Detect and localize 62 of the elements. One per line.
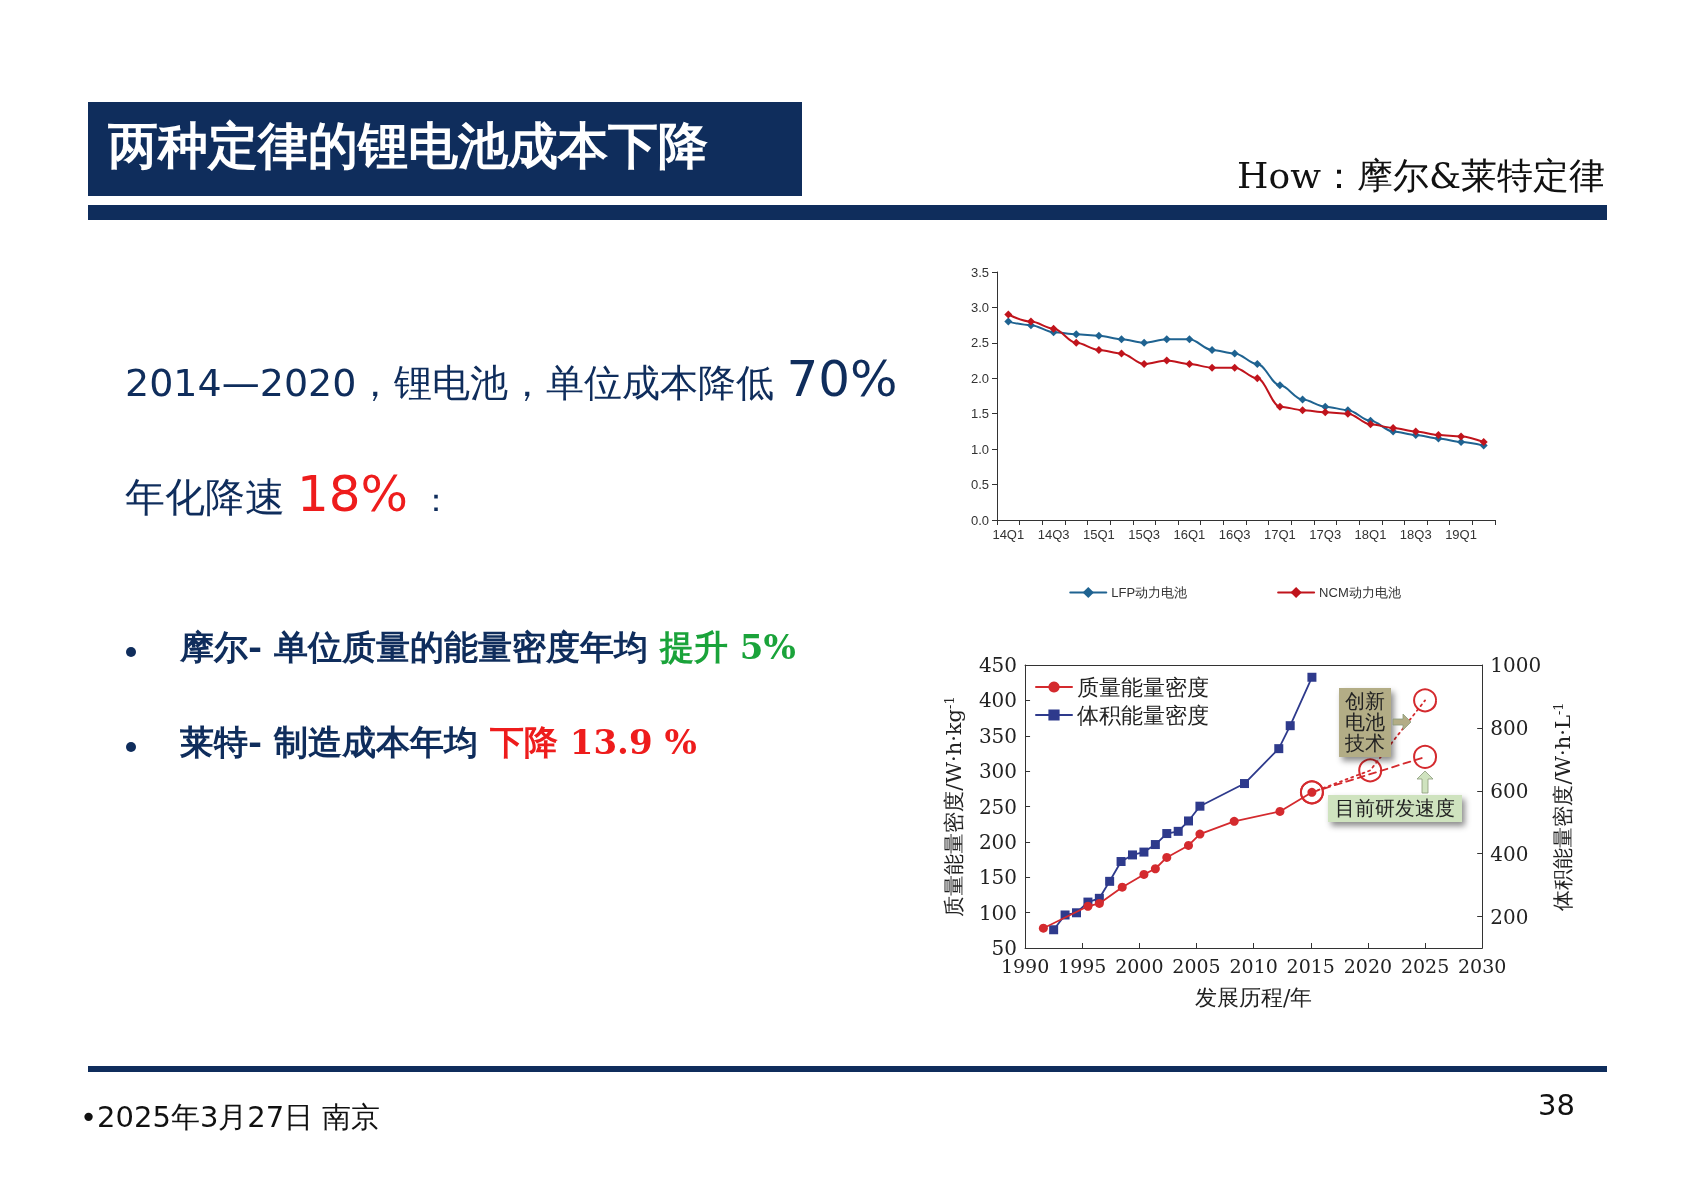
text: How：摩尔&莱特定律 (1237, 154, 1605, 198)
x-tick-label: 14Q3 (1037, 527, 1070, 542)
x-tick-label: 1995 (1058, 954, 1107, 977)
x-tick-label: 16Q3 (1218, 527, 1251, 542)
y2-tick-label: 1000 (1490, 653, 1542, 677)
text: 莱特- 制造成本年均 (180, 721, 478, 764)
y-tick-label: 100 (978, 900, 1018, 925)
y-tick-label: 150 (978, 865, 1018, 890)
y-tick-label: 3.5 (970, 264, 989, 280)
y-tick-label: 450 (978, 653, 1018, 677)
legend-label: NCM动力电池 (1319, 585, 1401, 600)
x-tick-label: 19Q1 (1445, 527, 1477, 542)
y2-axis-title: 体积能量密度/W·h·L-1 (1550, 702, 1575, 911)
x-tick-label: 15Q1 (1082, 527, 1115, 542)
y-tick-label: 250 (978, 794, 1018, 819)
x-tick-label: 2015 (1286, 954, 1335, 977)
legend-label: 体积能量密度 (1077, 702, 1209, 728)
text: 18% (297, 465, 409, 523)
annotation: 创新电池技术 (1339, 687, 1392, 757)
y-tick-label: 2.0 (970, 370, 989, 386)
y-tick-label: 2.5 (970, 335, 989, 351)
x-tick-label: 16Q1 (1173, 527, 1206, 542)
y-tick-label: 1.5 (970, 406, 989, 422)
x-tick-label: 2025 (1400, 954, 1450, 977)
x-tick-label: 17Q1 (1264, 527, 1296, 542)
text: 两种定律的锂电池成本下降 (108, 116, 708, 177)
text: 38 (1538, 1088, 1575, 1122)
y-tick-label: 1.0 (970, 441, 989, 457)
x-tick-label: 2010 (1229, 954, 1278, 977)
legend-label: 质量能量密度 (1077, 674, 1209, 700)
text: 2014—2020，锂电池，单位成本降低 (125, 360, 775, 407)
y-tick-label: 300 (978, 759, 1018, 784)
y-tick-label: 0.0 (970, 512, 989, 528)
y-axis-title: 质量能量密度/W·h·kg-1 (941, 696, 966, 917)
text: 下降 13.9 % (489, 721, 697, 764)
y-tick-label: 400 (978, 688, 1018, 713)
y2-tick-label: 400 (1490, 841, 1529, 866)
x-tick-label: 18Q3 (1399, 527, 1432, 542)
legend-label: LFP动力电池 (1111, 585, 1188, 600)
x-tick-label: 15Q3 (1128, 527, 1161, 542)
text: ： (420, 480, 453, 521)
y-tick-label: 200 (978, 829, 1018, 854)
x-tick-label: 2000 (1115, 954, 1164, 977)
text: 提升 5% (659, 626, 796, 669)
x-tick-label: 18Q1 (1354, 527, 1387, 542)
x-tick-label: 2020 (1343, 954, 1393, 977)
text: 摩尔- 单位质量的能量密度年均 (180, 626, 648, 669)
y-tick-label: 3.0 (970, 299, 989, 315)
text: 年化降速 (125, 473, 285, 522)
y2-tick-label: 600 (1490, 778, 1529, 803)
x-tick-label: 14Q1 (992, 527, 1025, 542)
x-tick-label: 2005 (1172, 954, 1221, 977)
x-axis-title: 发展历程/年 (1194, 984, 1313, 1010)
x-tick-label: 2030 (1458, 954, 1507, 977)
annotation: 目前研发速度 (1328, 794, 1463, 822)
x-tick-label: 17Q3 (1309, 527, 1342, 542)
y2-tick-label: 200 (1490, 904, 1529, 929)
text: 70% (786, 350, 898, 408)
y-tick-label: 0.5 (970, 477, 989, 493)
y-tick-label: 350 (978, 723, 1018, 748)
text: •2025年3月27日 南京 (80, 1099, 381, 1136)
y2-tick-label: 800 (1490, 715, 1529, 740)
